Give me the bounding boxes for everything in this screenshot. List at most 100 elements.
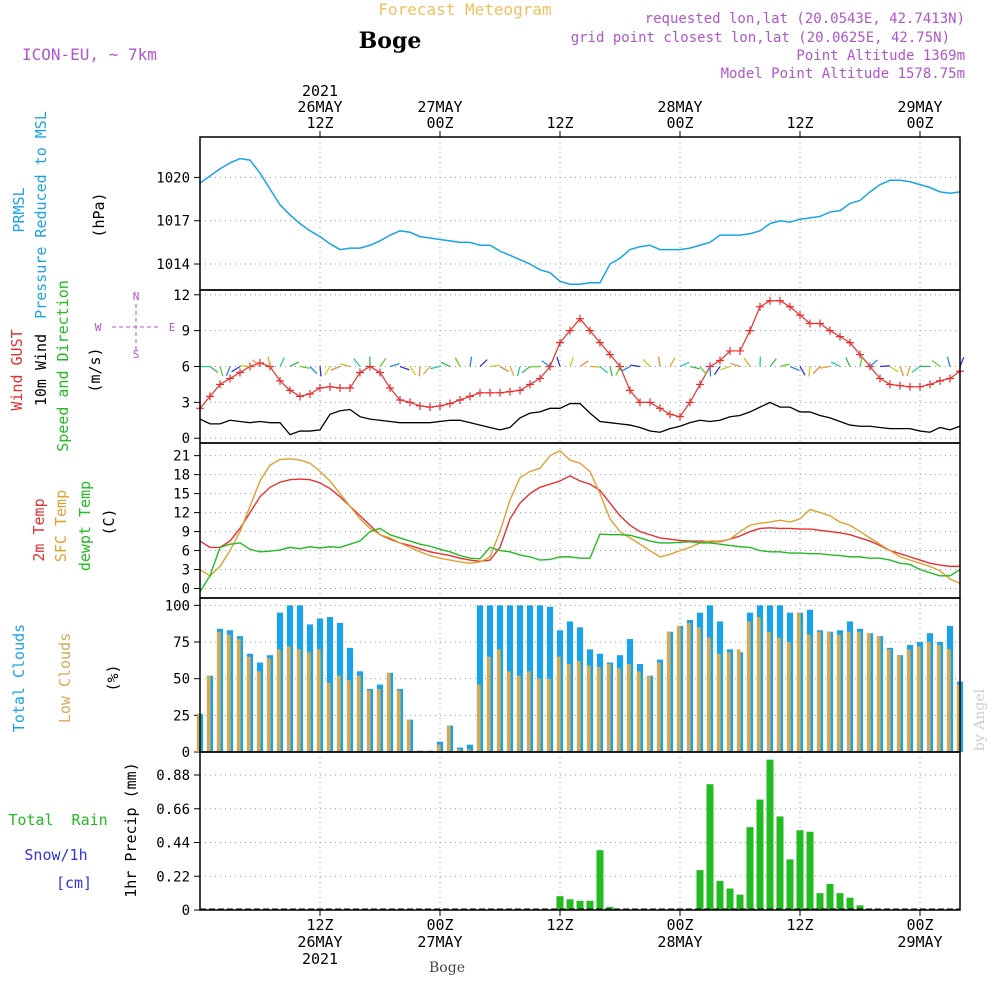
gust-point xyxy=(526,380,534,389)
wind-direction-arrow xyxy=(609,366,613,377)
compass-w: W xyxy=(95,321,102,334)
low-cloud-bar xyxy=(896,655,901,752)
gust-point xyxy=(766,296,774,305)
rain-bar xyxy=(606,906,614,910)
low-cloud-bar xyxy=(926,642,931,752)
wind-direction-arrow xyxy=(389,362,400,368)
wind-direction-arrow xyxy=(231,365,241,373)
wind-direction-arrow xyxy=(799,366,806,376)
low-cloud-bar xyxy=(596,666,601,752)
wind-direction-arrow xyxy=(657,356,661,367)
top-time-label: 12Z xyxy=(546,114,573,132)
low-cloud-bar xyxy=(436,744,441,752)
precip-frame xyxy=(199,751,961,911)
rain-bar xyxy=(726,888,734,910)
low-cloud-bar xyxy=(686,622,691,752)
wind-direction-arrow xyxy=(469,356,473,367)
wind-direction-arrow xyxy=(899,366,905,377)
wind-direction-arrow xyxy=(499,365,509,373)
low-cloud-bar xyxy=(666,631,671,752)
low-cloud-bar xyxy=(326,683,331,752)
wind-ytick-label: 3 xyxy=(182,395,190,411)
gust-point xyxy=(326,382,334,391)
gust-point xyxy=(636,398,644,407)
gust-point xyxy=(646,398,654,407)
wind-direction-arrow xyxy=(579,360,589,368)
dewpt-line xyxy=(199,527,961,593)
cloud-unit: (%) xyxy=(104,664,122,691)
low-cloud-bar xyxy=(816,631,821,752)
low-cloud-bar xyxy=(956,684,961,752)
gust-point xyxy=(446,399,454,408)
bottom-time-label: 12Z xyxy=(786,916,813,934)
wind-direction-arrow xyxy=(489,364,501,368)
pressure-ytick-label: 1017 xyxy=(156,214,190,230)
wind-direction-arrow xyxy=(430,365,441,370)
gust-point xyxy=(516,386,524,395)
gust-point xyxy=(916,382,924,391)
cloud-labels: Total Clouds Low Clouds (%) xyxy=(10,624,122,732)
top-time-label: 2021 xyxy=(302,82,338,100)
wind-direction-arrow xyxy=(889,365,899,373)
wind-direction-arrow xyxy=(324,366,331,376)
bottom-time-label: 26MAY xyxy=(297,933,342,951)
rain-bar xyxy=(776,816,784,910)
low-cloud-bar xyxy=(936,644,941,752)
footer-location: Boge xyxy=(429,960,465,976)
clouds-panel: 0 25 50 75 100 xyxy=(165,597,964,761)
low-cloud-bar xyxy=(276,649,281,752)
wind-direction-arrow xyxy=(440,361,451,368)
rain-bar xyxy=(556,896,564,910)
wind-direction-arrow xyxy=(879,365,891,368)
low-cloud-bar xyxy=(206,675,211,752)
wind-direction-arrow xyxy=(219,366,224,377)
precip-ytick-label: 0.88 xyxy=(156,768,190,784)
low-cloud-bar xyxy=(216,631,221,752)
precip-ytick-label: 0.66 xyxy=(156,802,190,818)
bottom-time-label: 00Z xyxy=(906,916,933,934)
gust-point xyxy=(716,356,724,365)
rain-bar xyxy=(846,897,854,910)
gust-point xyxy=(796,311,804,320)
wind-direction-arrow xyxy=(422,366,431,375)
gust-point xyxy=(506,387,514,396)
low-cloud-bar xyxy=(806,634,811,752)
wind-direction-arrow xyxy=(330,365,341,371)
wind-ytick-label: 0 xyxy=(182,431,190,447)
top-time-label: 00Z xyxy=(666,114,693,132)
wind-direction-arrow xyxy=(859,356,863,367)
wind-direction-arrow xyxy=(699,366,707,375)
model-altitude: Model Point Altitude 1578.75m xyxy=(721,66,965,82)
wind-compass: N S W E xyxy=(95,290,176,361)
low-cloud-bar xyxy=(916,646,921,752)
pressure-unit: (hPa) xyxy=(90,192,108,237)
gust-point xyxy=(726,346,734,355)
clouds-ytick-label: 75 xyxy=(173,635,190,651)
requested-coords: requested lon,lat (20.0543E, 42.7413N) xyxy=(645,11,965,27)
gust-point xyxy=(936,376,944,385)
precip-labels: Total Rain Snow/1h [cm] 1hr Precip (mm) xyxy=(8,762,140,897)
precip-ytick-label: 0 xyxy=(182,903,190,919)
gust-point xyxy=(276,376,284,385)
gust-point xyxy=(256,358,264,367)
wind-direction-arrow xyxy=(689,365,700,370)
rain-bar xyxy=(796,830,804,910)
total-cloud-bar xyxy=(476,605,484,752)
compass-e: E xyxy=(169,321,176,334)
wind-direction-arrow xyxy=(299,365,310,369)
low-cloud-bar xyxy=(736,649,741,752)
wind-label-1: Wind GUST xyxy=(8,329,26,410)
gust-point xyxy=(226,374,234,383)
wind-direction-arrow xyxy=(615,366,621,376)
low-cloud-bar xyxy=(696,627,701,752)
gust-point xyxy=(206,392,214,401)
top-time-label: 00Z xyxy=(426,114,453,132)
top-time-label: 29MAY xyxy=(897,98,942,116)
rain-bar xyxy=(706,784,714,910)
low-cloud-bar xyxy=(846,631,851,752)
top-time-label: 28MAY xyxy=(657,98,702,116)
wind-direction-arrow xyxy=(409,366,416,376)
low-cloud-bar xyxy=(776,637,781,752)
gust-point xyxy=(786,302,794,311)
temp-ytick-label: 9 xyxy=(182,525,190,541)
